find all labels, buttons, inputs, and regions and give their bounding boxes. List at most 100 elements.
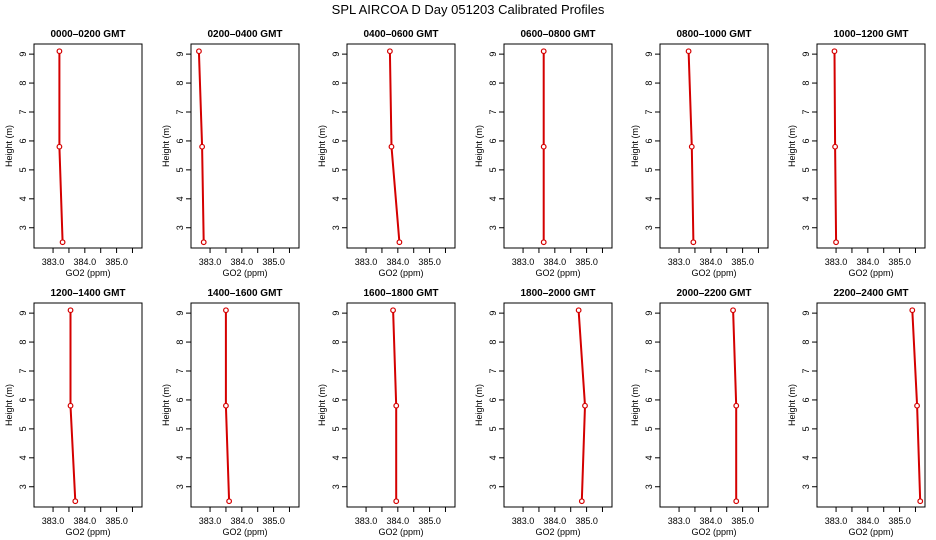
x-tick-label: 384.0 — [700, 516, 723, 526]
data-point — [393, 402, 400, 409]
plot-frame — [33, 43, 143, 249]
y-tick-label: 8 — [644, 81, 654, 86]
y-tick-label: 5 — [644, 426, 654, 431]
panel-title: 0200–0400 GMT — [207, 29, 282, 40]
data-point — [540, 48, 547, 55]
y-tick-label: 7 — [331, 109, 341, 114]
y-tick-label: 6 — [644, 397, 654, 402]
plot-frame — [816, 302, 926, 508]
panel-title: 0000–0200 GMT — [50, 29, 125, 40]
y-tick-label: 5 — [175, 167, 185, 172]
y-tick-label: 5 — [18, 426, 28, 431]
x-tick-label: 385.0 — [575, 257, 598, 267]
data-point — [388, 143, 395, 150]
plot-frame — [190, 302, 300, 508]
y-tick-label: 8 — [801, 81, 811, 86]
data-point — [393, 498, 400, 505]
panel-title: 0800–1000 GMT — [676, 29, 751, 40]
y-tick-label: 8 — [331, 81, 341, 86]
data-point — [831, 48, 838, 55]
x-axis-label: GO2 (ppm) — [378, 527, 423, 537]
x-tick-label: 384.0 — [544, 516, 567, 526]
y-tick-label: 8 — [801, 340, 811, 345]
y-tick-label: 9 — [331, 52, 341, 57]
y-tick-label: 5 — [488, 426, 498, 431]
data-point — [733, 498, 740, 505]
y-tick-label: 8 — [18, 340, 28, 345]
chart-title: SPL AIRCOA D Day 051203 Calibrated Profi… — [331, 2, 605, 17]
y-tick-label: 3 — [175, 225, 185, 230]
y-tick-label: 5 — [644, 167, 654, 172]
x-tick-label: 383.0 — [42, 516, 65, 526]
x-axis-label: GO2 (ppm) — [222, 268, 267, 278]
data-point — [578, 498, 585, 505]
x-tick-label: 384.0 — [74, 257, 97, 267]
y-axis-label: Height (m) — [4, 384, 14, 426]
y-tick-label: 9 — [18, 311, 28, 316]
y-tick-label: 7 — [801, 109, 811, 114]
x-tick-label: 385.0 — [731, 257, 754, 267]
data-point — [688, 143, 695, 150]
y-tick-label: 3 — [488, 225, 498, 230]
y-tick-label: 4 — [644, 196, 654, 201]
data-point — [730, 307, 736, 314]
y-tick-label: 4 — [488, 455, 498, 460]
data-point — [909, 307, 916, 314]
y-tick-label: 6 — [175, 138, 185, 143]
data-point — [540, 143, 547, 150]
data-point — [582, 402, 588, 409]
x-tick-label: 384.0 — [231, 257, 254, 267]
plot-frame — [346, 302, 456, 508]
plot-frame — [816, 43, 926, 249]
y-tick-label: 9 — [644, 311, 654, 316]
x-axis-label: GO2 (ppm) — [65, 268, 110, 278]
y-tick-label: 6 — [18, 138, 28, 143]
y-tick-label: 5 — [331, 426, 341, 431]
y-tick-label: 6 — [801, 138, 811, 143]
y-tick-label: 4 — [331, 196, 341, 201]
y-tick-label: 8 — [331, 340, 341, 345]
plot-frame — [190, 43, 300, 249]
x-tick-label: 385.0 — [888, 516, 911, 526]
y-tick-label: 7 — [801, 368, 811, 373]
y-tick-label: 9 — [801, 52, 811, 57]
data-point — [199, 143, 206, 150]
y-axis-label: Height (m) — [161, 384, 171, 426]
x-tick-label: 385.0 — [575, 516, 598, 526]
x-tick-label: 383.0 — [512, 516, 535, 526]
x-axis-label: GO2 (ppm) — [848, 268, 893, 278]
y-tick-label: 6 — [175, 397, 185, 402]
panel-title: 1400–1600 GMT — [207, 288, 282, 299]
y-tick-label: 4 — [175, 196, 185, 201]
data-point — [575, 307, 582, 314]
panel-title: 2200–2400 GMT — [833, 288, 908, 299]
x-axis-label: GO2 (ppm) — [691, 268, 736, 278]
y-tick-label: 3 — [331, 484, 341, 489]
y-tick-label: 9 — [801, 311, 811, 316]
panel-title: 0400–0600 GMT — [363, 29, 438, 40]
y-tick-label: 8 — [175, 340, 185, 345]
y-tick-label: 4 — [801, 455, 811, 460]
data-point — [196, 48, 202, 55]
x-axis-label: GO2 (ppm) — [222, 527, 267, 537]
y-tick-label: 6 — [331, 397, 341, 402]
y-tick-label: 4 — [18, 455, 28, 460]
y-tick-label: 5 — [18, 167, 28, 172]
x-tick-label: 385.0 — [731, 516, 754, 526]
data-point — [914, 402, 920, 409]
y-tick-label: 9 — [331, 311, 341, 316]
x-tick-label: 385.0 — [888, 257, 911, 267]
x-tick-label: 383.0 — [512, 257, 535, 267]
data-point — [917, 498, 924, 505]
y-tick-label: 5 — [175, 426, 185, 431]
y-axis-label: Height (m) — [787, 384, 797, 426]
x-tick-label: 384.0 — [700, 257, 723, 267]
x-tick-label: 383.0 — [668, 516, 691, 526]
y-tick-label: 3 — [801, 484, 811, 489]
x-tick-label: 385.0 — [105, 516, 128, 526]
y-tick-label: 7 — [644, 109, 654, 114]
y-tick-label: 3 — [18, 225, 28, 230]
x-tick-label: 385.0 — [262, 257, 285, 267]
panel-title: 1800–2000 GMT — [520, 288, 595, 299]
